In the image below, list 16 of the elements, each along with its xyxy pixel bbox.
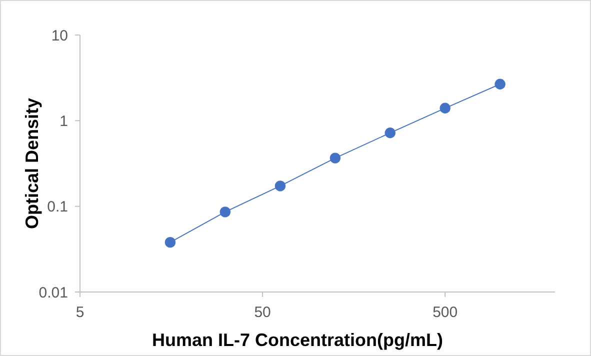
y-tick-label: 0.01 — [38, 284, 68, 302]
x-tick-label: 500 — [432, 304, 458, 321]
point — [384, 128, 396, 138]
point — [274, 180, 286, 192]
point — [494, 78, 506, 90]
x-tick-label: 50 — [254, 304, 271, 321]
y-axis-title: Optical Density — [22, 98, 42, 230]
point — [164, 236, 176, 248]
point — [220, 206, 231, 218]
point — [440, 102, 450, 114]
point — [330, 152, 341, 164]
y-tick-label: 10 — [51, 27, 68, 44]
y-tick-label: 1 — [60, 112, 68, 130]
x-axis-title: Human IL-7 Concentration(pg/mL) — [152, 330, 443, 350]
y-tick-label: 0.1 — [47, 198, 68, 216]
x-tick-label: 5 — [76, 304, 84, 321]
